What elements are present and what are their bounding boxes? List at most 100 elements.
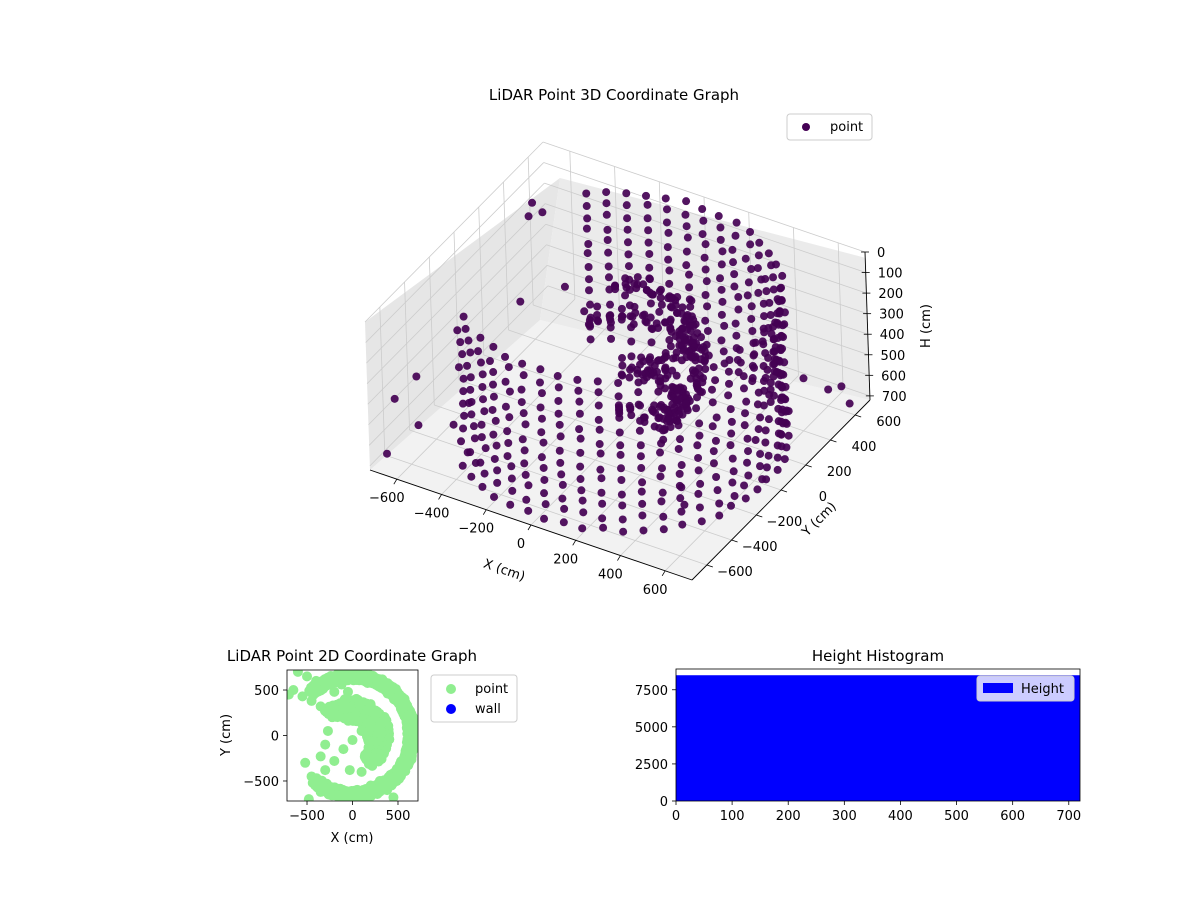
point-3d [701,290,710,299]
point-3d [504,363,513,372]
point-3d [507,474,516,483]
point-3d [383,449,391,458]
point-3d [665,266,674,275]
point-3d [663,205,672,214]
point-3d [750,350,759,359]
point-3d [626,365,635,374]
point-2d [306,771,317,782]
point-3d [501,352,510,361]
point-3d [639,526,648,535]
point-3d [761,438,770,447]
point-3d [584,240,593,249]
point-3d [617,370,626,379]
point-3d [703,326,712,335]
x-tick-mark-3d [482,509,487,515]
point-3d [673,396,682,405]
point-3d [761,426,770,435]
point-3d [686,302,695,311]
point-3d [466,385,475,394]
point-3d [747,302,756,311]
point-3d [459,387,468,396]
x-tick-label-hist: 400 [888,809,913,824]
point-3d [537,414,546,423]
point-3d [537,389,546,398]
point-3d [675,334,684,343]
point-3d [493,478,502,487]
point-3d [617,476,626,485]
legend-marker-point-3d [802,123,810,131]
z-axis-label-3d: H (cm) [919,304,934,348]
point-3d [708,422,717,431]
point-3d [469,422,478,431]
point-3d [453,326,462,335]
point-3d [614,379,623,388]
point-3d [616,441,625,450]
ticks-hist: 0 100 200 300 400 500 600 700 0 2500 5000 7500 [635,684,1081,824]
point-3d [686,374,695,383]
point-3d [642,286,651,295]
y-tick-label-2d: 0 [271,730,279,745]
x-tick-mark-3d [661,570,666,577]
point-2d [338,703,349,714]
axes-frame-hist [675,668,1081,802]
point-3d [489,342,498,351]
point-3d [506,500,515,509]
point-3d [657,439,666,448]
point-3d [730,491,739,500]
chart-title-2d: LiDAR Point 2D Coordinate Graph [227,647,477,665]
point-3d [488,405,497,414]
point-2d [338,744,349,755]
y-tick-label-3d: −600 [717,565,753,580]
point-3d [575,425,584,434]
point-3d [728,454,737,463]
point-3d [584,286,593,295]
point-3d [575,409,584,418]
point-3d [682,325,691,334]
legend-3d: point [786,113,873,141]
point-3d [619,527,628,536]
point-3d [677,461,686,470]
point-3d [702,277,711,286]
point-3d [492,441,501,450]
point-3d [720,321,729,330]
point-3d [485,357,494,366]
point-2d [333,710,344,721]
point-3d [521,470,530,479]
point-3d [477,433,486,442]
point-3d [576,434,585,443]
point-3d [679,346,688,355]
x-tick-label-3d: −600 [369,491,405,506]
pane-back-left-3d [365,178,560,470]
point-3d [481,444,490,453]
point-2d [329,686,340,697]
point-3d [538,208,547,217]
point-3d [726,441,735,450]
point-3d [677,507,686,516]
point-3d [681,399,690,408]
y-tick-label-3d: 400 [852,440,877,455]
point-3d [599,523,608,532]
point-3d [708,385,717,394]
point-3d [518,435,527,444]
x-tick-label-hist: 0 [672,809,680,824]
x-tick-label-3d: 400 [598,568,623,583]
point-3d [504,439,513,448]
point-3d [656,448,665,457]
point-3d [739,384,748,393]
point-3d [623,225,632,234]
point-3d [701,240,710,249]
point-3d [682,261,691,270]
point-3d [743,434,752,443]
point-3d [636,452,645,461]
point-3d [659,525,668,534]
point-3d [701,364,710,373]
point-3d [516,297,525,306]
y-tick-mark-3d [731,539,738,543]
point-3d [693,393,702,402]
x-tick-mark-3d [527,524,532,531]
point-3d [717,285,726,294]
point-3d [464,336,473,345]
point-3d [634,400,643,409]
point-3d [755,238,764,247]
z-tick-label-3d: 200 [878,287,903,302]
